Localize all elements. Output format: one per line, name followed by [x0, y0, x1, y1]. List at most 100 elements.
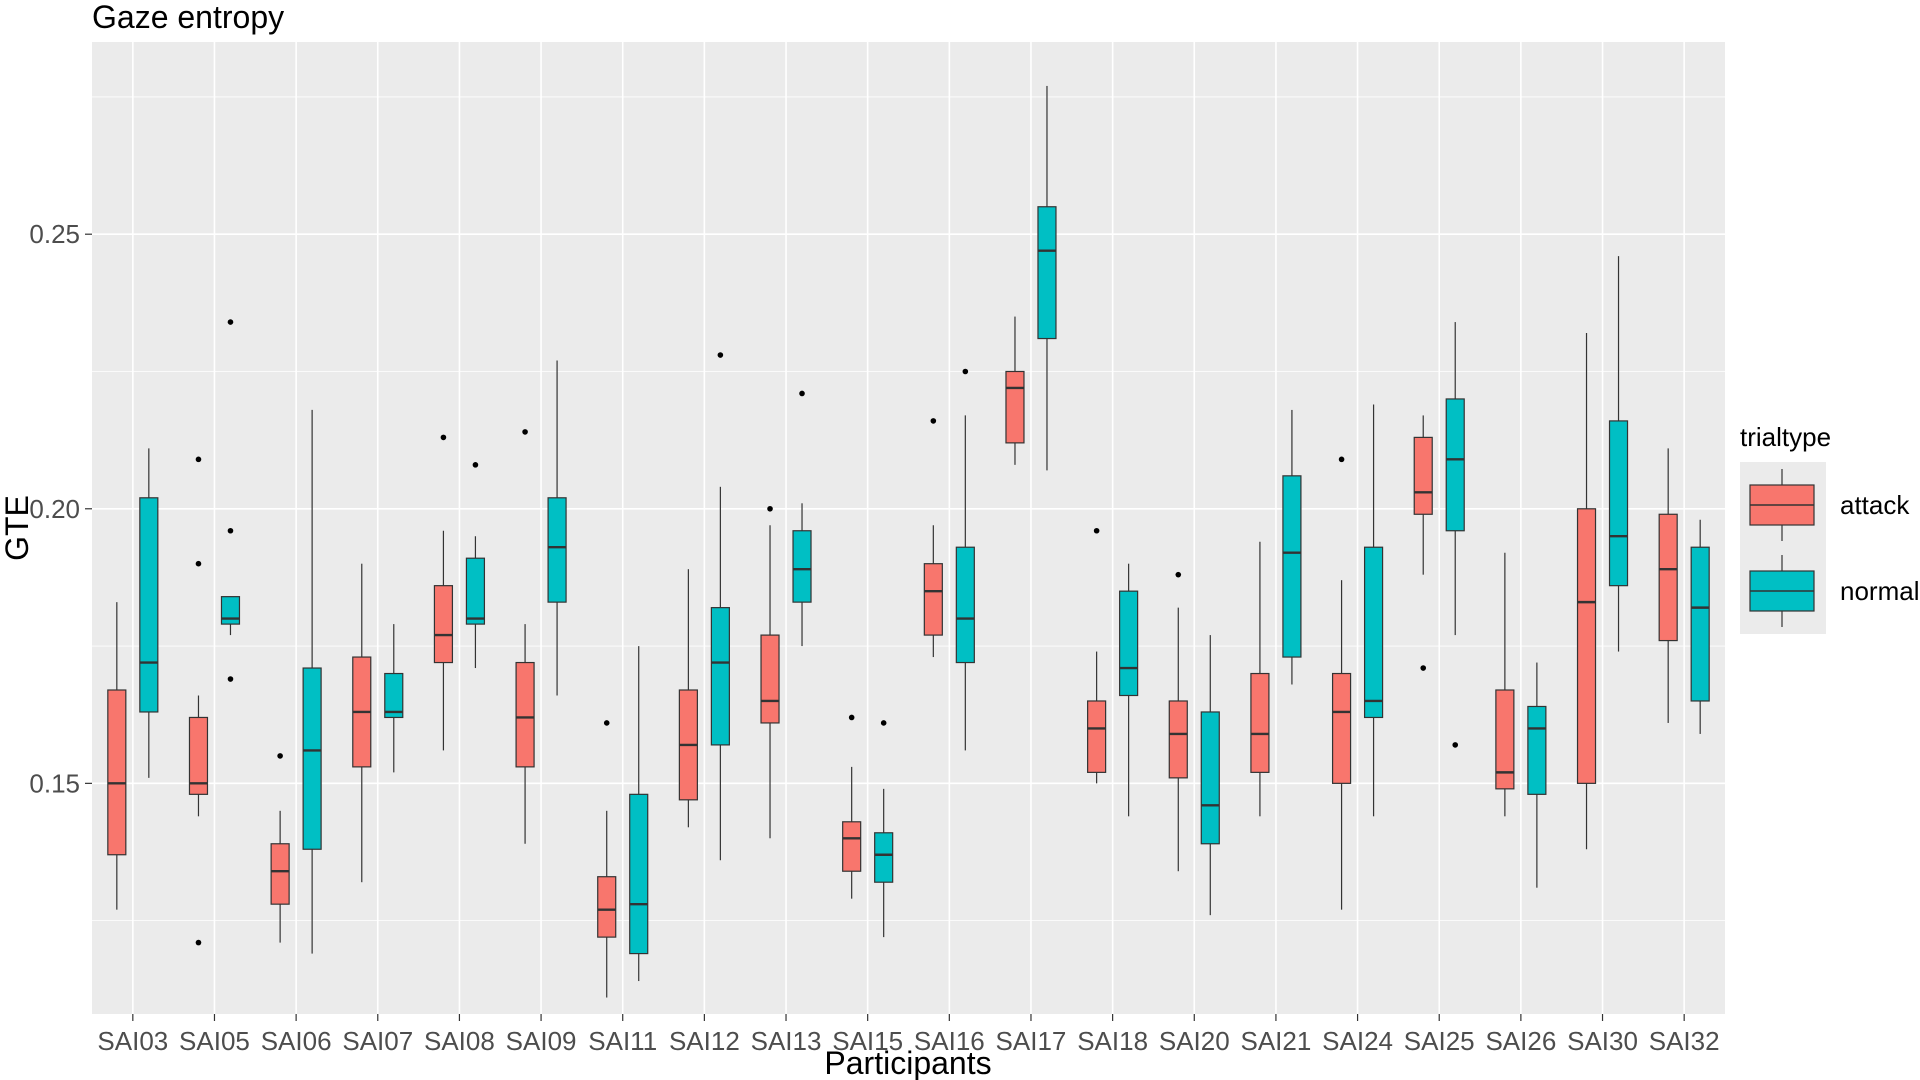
y-axis: 0.15 0.20 0.25	[29, 219, 92, 798]
boxplot-attack-SAI30	[1576, 333, 1597, 850]
box	[792, 530, 812, 603]
box	[302, 667, 322, 850]
boxplot-attack-SAI12	[678, 569, 698, 828]
x-tick-label: SAI16	[914, 1026, 985, 1056]
box	[1527, 705, 1547, 795]
x-tick-label: SAI20	[1159, 1026, 1230, 1056]
box	[629, 793, 649, 955]
outlier-point	[195, 939, 202, 946]
box	[139, 497, 159, 713]
outlier-point	[717, 352, 724, 358]
y-tick-label: 0.20	[29, 494, 80, 524]
boxplot-attack-SAI17	[1005, 316, 1025, 465]
boxplot-normal-SAI16	[955, 368, 975, 751]
box	[1331, 672, 1352, 784]
boxplot-attack-SAI06	[270, 753, 290, 943]
box	[1445, 398, 1465, 532]
x-tick-label: SAI09	[506, 1026, 577, 1056]
outlier-point	[930, 418, 937, 424]
outlier-point	[277, 753, 283, 759]
legend-keys: attack normal	[1749, 469, 1919, 627]
outlier-point	[962, 368, 969, 375]
box	[1200, 711, 1220, 845]
boxplot-normal-SAI24	[1363, 404, 1384, 817]
boxplot-normal-SAI25	[1445, 322, 1465, 748]
boxplot-normal-SAI06	[302, 409, 322, 954]
x-axis: SAI03 SAI05 SAI06 SAI07 SAI08 SAI09 SAI11 SAI12…	[97, 1014, 1720, 1056]
y-tick-label: 0.25	[29, 219, 80, 249]
x-tick-label: SAI05	[179, 1026, 250, 1056]
box	[1119, 590, 1139, 697]
boxplot-attack-SAI07	[352, 563, 372, 883]
chart-title: Gaze entropy	[92, 0, 284, 35]
legend-title: trialtype	[1740, 422, 1831, 452]
box	[465, 557, 486, 625]
box	[1495, 689, 1515, 790]
outlier-point	[603, 720, 610, 726]
x-tick-label: SAI13	[751, 1026, 822, 1056]
boxplot-normal-SAI08	[465, 462, 486, 669]
legend-key-normal: normal	[1749, 555, 1919, 627]
boxplot-attack-SAI08	[433, 434, 454, 751]
outlier-point	[1338, 456, 1345, 463]
outlier-point	[799, 390, 805, 397]
x-tick-label: SAI24	[1322, 1026, 1393, 1056]
box	[955, 546, 975, 664]
minor-gridlines	[92, 96, 1725, 922]
outlier-point	[440, 434, 447, 441]
box	[547, 497, 567, 603]
boxplot-attack-SAI32	[1658, 448, 1678, 723]
box	[107, 689, 127, 856]
boxplot-attack-SAI13	[760, 505, 780, 839]
outlier-point	[472, 462, 479, 468]
box	[874, 832, 894, 883]
boxplot-attack-SAI26	[1495, 552, 1515, 817]
x-axis-title: Participants	[824, 1045, 991, 1080]
outlier-point	[1093, 527, 1100, 534]
box	[1608, 420, 1629, 587]
outlier-point	[227, 527, 234, 534]
boxplot-normal-SAI20	[1200, 635, 1220, 916]
x-tick-label: SAI17	[996, 1026, 1067, 1056]
boxplot-normal-SAI03	[139, 448, 159, 778]
x-tick-label: SAI32	[1649, 1026, 1720, 1056]
x-tick-label: SAI30	[1567, 1026, 1638, 1056]
boxplot-attack-SAI03	[107, 602, 127, 910]
outlier-point	[767, 505, 773, 512]
box	[220, 596, 241, 625]
boxplot-attack-SAI18	[1087, 527, 1107, 784]
x-tick-label: SAI07	[342, 1026, 413, 1056]
boxplot-normal-SAI07	[384, 624, 404, 773]
box	[710, 607, 730, 746]
outlier-point	[880, 720, 887, 726]
boxplot-normal-SAI32	[1690, 519, 1710, 734]
box	[384, 672, 404, 719]
box	[1168, 700, 1188, 779]
y-tick-label: 0.15	[29, 768, 80, 798]
boxplot-attack-SAI09	[515, 429, 535, 844]
boxplot-attack-SAI20	[1168, 571, 1188, 872]
outlier-point	[1452, 742, 1459, 748]
outlier-point	[522, 429, 528, 435]
outlier-point	[227, 676, 234, 682]
box	[597, 876, 617, 938]
x-tick-label: SAI06	[261, 1026, 332, 1056]
boxplot-attack-SAI25	[1413, 415, 1433, 671]
box	[1658, 513, 1678, 642]
box	[1690, 546, 1710, 702]
boxplot-normal-SAI05	[220, 319, 241, 682]
outlier-point	[195, 560, 202, 567]
boxplot-normal-SAI30	[1608, 256, 1629, 652]
plot-panel	[92, 42, 1725, 1014]
outlier-point	[848, 714, 855, 721]
x-tick-label: SAI03	[97, 1026, 168, 1056]
x-tick-label: SAI11	[588, 1026, 657, 1056]
box	[433, 585, 454, 664]
legend-label-normal: normal	[1840, 576, 1919, 606]
boxplot-attack-SAI05	[188, 456, 209, 946]
box	[1005, 370, 1025, 444]
legend: trialtype attack normal	[1740, 422, 1919, 634]
outlier-point	[195, 456, 202, 463]
box	[842, 821, 862, 872]
box	[1282, 475, 1302, 658]
